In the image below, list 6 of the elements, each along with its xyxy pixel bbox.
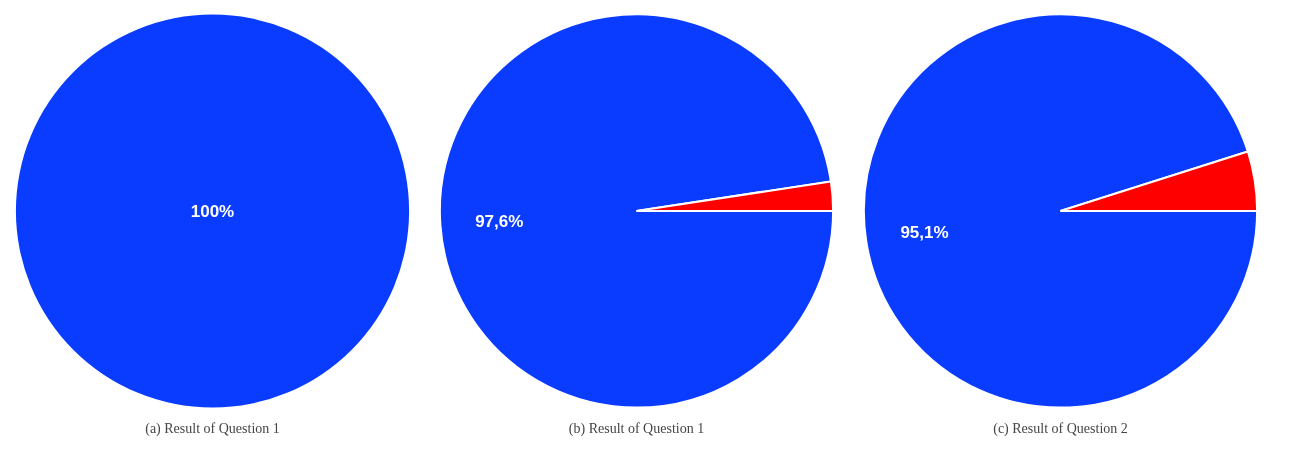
text: (a) Result of Question 1 [145, 420, 280, 437]
text: (c) Result of Question 2 [993, 420, 1128, 437]
data-label: 95,1% [900, 222, 949, 242]
data-label: 97,6% [475, 211, 524, 231]
text: (b) Result of Question 1 [568, 420, 705, 437]
data-label: 100% [190, 201, 235, 221]
